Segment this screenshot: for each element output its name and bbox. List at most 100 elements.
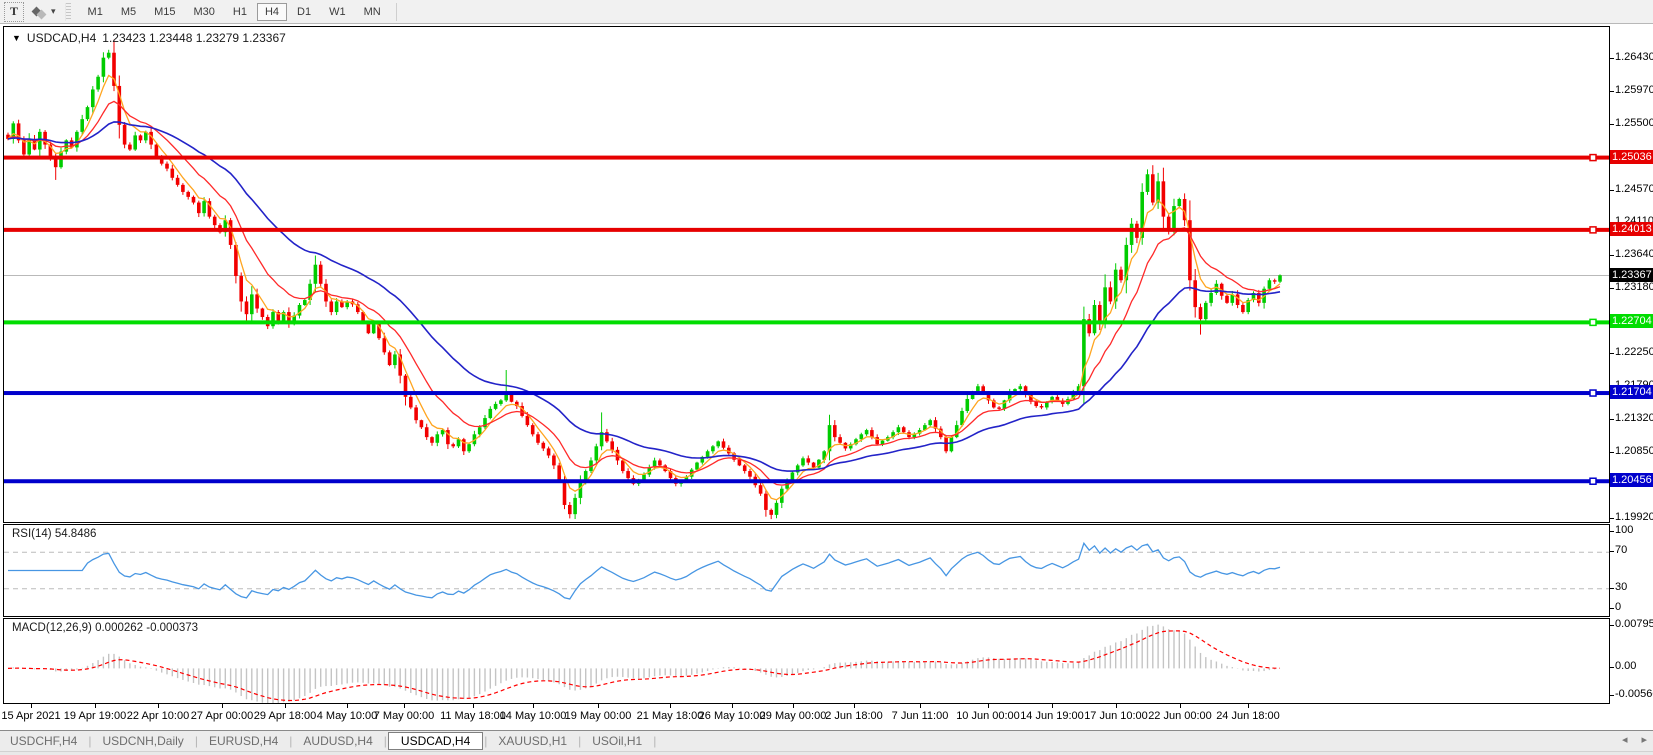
time-axis-tick (31, 704, 32, 708)
price-tick-label: 1.21320 (1615, 412, 1653, 425)
timeframe-button-h1[interactable]: H1 (232, 5, 247, 18)
time-axis-label: 24 Jun 18:00 (1216, 710, 1280, 722)
price-tick-label: 1.23180 (1615, 280, 1653, 293)
timeframe-button-mn[interactable]: MN (363, 5, 381, 18)
candlestick-chart[interactable] (4, 27, 1609, 522)
timeframe-button-group: M1 M5 M15 M30 H1 H4 D1 W1 MN (79, 2, 390, 21)
time-axis-tick (1052, 704, 1053, 708)
time-axis-tick (1248, 704, 1249, 708)
hline-price-badge: 1.20456 (1610, 473, 1653, 488)
tab-scroll-left-icon[interactable]: ◂ (1621, 734, 1628, 746)
axis-tick (1610, 189, 1614, 191)
time-axis-label: 17 Jun 10:00 (1084, 710, 1148, 722)
rsi-tick-label: 70 (1615, 544, 1628, 557)
time-axis-tick (222, 704, 223, 708)
tab-eurusd-h4[interactable]: EURUSD,H4 (208, 734, 279, 748)
rsi-chart (4, 541, 1609, 600)
tab-xauusd-h1[interactable]: XAUUSD,H1 (498, 734, 568, 748)
tab-usdcnh-daily[interactable]: USDCNH,Daily (102, 734, 184, 748)
current-price-badge: 1.23367 (1610, 267, 1653, 282)
price-tick-label: 1.24570 (1615, 182, 1653, 195)
collapse-icon[interactable]: ▼ (12, 33, 21, 43)
tab-separator: | (194, 734, 198, 748)
time-axis-label: 19 Apr 19:00 (63, 710, 127, 722)
chart-title: ▼ USDCAD,H4 1.23423 1.23448 1.23279 1.23… (12, 31, 286, 45)
text-tool-button[interactable]: T (4, 1, 24, 22)
time-axis-tick (988, 704, 989, 708)
time-axis-tick (95, 704, 96, 708)
top-toolbar: T ▾ M1 M5 M15 M30 H1 H4 D1 W1 MN (0, 0, 1653, 24)
time-axis-tick (404, 704, 405, 708)
tab-separator: | (578, 734, 582, 748)
arrows-tool-button[interactable]: ▾ (31, 3, 56, 21)
time-axis-label: 29 Apr 18:00 (253, 710, 317, 722)
price-chart-pane[interactable]: ▼ USDCAD,H4 1.23423 1.23448 1.23279 1.23… (3, 26, 1610, 523)
time-axis-label: 2 Jun 18:00 (825, 710, 883, 722)
time-axis-label: 22 Apr 10:00 (126, 710, 190, 722)
time-axis-tick (920, 704, 921, 708)
rsi-tick-label: 30 (1615, 580, 1628, 593)
timeframe-button-m30[interactable]: M30 (193, 5, 215, 18)
axis-tick (1610, 90, 1614, 92)
toolbar-grip (64, 2, 71, 21)
time-axis-label: 19 May 00:00 (564, 710, 632, 722)
tab-scroll-controls: ◂ ▸ (1622, 733, 1647, 746)
price-tick-label: 1.26430 (1615, 51, 1653, 64)
timeframe-button-m1[interactable]: M1 (87, 5, 103, 18)
chart-tab-bar: USDCHF,H4 | USDCNH,Daily | EURUSD,H4 | AUDUSD,… (0, 730, 1653, 751)
tab-separator: | (484, 734, 488, 748)
time-axis-label: 26 May 10:00 (698, 710, 766, 722)
axis-tick (1610, 58, 1614, 60)
hline-price-badge: 1.25036 (1610, 149, 1653, 164)
time-axis-tick (1116, 704, 1117, 708)
timeframe-button-w1[interactable]: W1 (329, 5, 346, 18)
hline-price-badge: 1.24013 (1610, 221, 1653, 236)
hline-price-badge: 1.22704 (1610, 314, 1653, 329)
time-axis-tick (533, 704, 534, 708)
time-axis-label: 7 May 00:00 (373, 710, 435, 722)
time-axis-tick (1180, 704, 1181, 708)
axis-tick (1610, 695, 1614, 696)
tab-usdcad-h4[interactable]: USDCAD,H4 (387, 732, 484, 750)
axis-tick (1610, 551, 1614, 553)
time-axis-tick (854, 704, 855, 708)
macd-indicator-pane[interactable]: MACD(12,26,9) 0.000262 -0.000373 (3, 618, 1610, 704)
axis-tick (1610, 255, 1614, 257)
tab-separator: | (383, 734, 387, 748)
price-tick-label: 1.19920 (1615, 511, 1653, 524)
macd-label: MACD(12,26,9) 0.000262 -0.000373 (12, 622, 199, 634)
timeframe-button-m15[interactable]: M15 (154, 5, 176, 18)
timeframe-button-h4[interactable]: H4 (256, 2, 288, 21)
axis-tick (1610, 625, 1614, 626)
tab-usoil-h1[interactable]: USOil,H1 (592, 734, 643, 748)
rsi-indicator-pane[interactable]: RSI(14) 54.8486 (3, 524, 1610, 617)
rsi-label: RSI(14) 54.8486 (12, 528, 97, 540)
price-tick-label: 1.20850 (1615, 445, 1653, 458)
rsi-tick-label: 0 (1615, 601, 1622, 613)
arrows-tool-icon (36, 9, 47, 20)
timeframe-button-m5[interactable]: M5 (120, 5, 137, 18)
time-axis[interactable]: 15 Apr 2021 19 Apr 19:00 22 Apr 10:00 27 Ap… (1, 704, 1610, 730)
macd-tick-label: 0.007959 (1615, 618, 1653, 630)
tab-scroll-right-icon[interactable]: ▸ (1641, 734, 1647, 746)
chevron-down-icon[interactable]: ▾ (51, 6, 56, 16)
timeframe-button-d1[interactable]: D1 (297, 5, 312, 18)
chart-ohlc-values: 1.23423 1.23448 1.23279 1.23367 (102, 31, 286, 45)
time-axis-label: 7 Jun 11:00 (891, 710, 949, 722)
price-axis[interactable]: 1.264301.259701.255001.250401.245701.241… (1610, 24, 1653, 730)
axis-tick (1610, 123, 1614, 125)
tab-separator: | (653, 734, 657, 748)
time-axis-label: 14 May 10:00 (499, 710, 567, 722)
time-axis-tick (347, 704, 348, 708)
chart-symbol-label: USDCAD,H4 (26, 31, 97, 45)
axis-tick (1610, 287, 1614, 289)
axis-tick (1610, 531, 1614, 532)
tab-separator: | (289, 734, 293, 748)
macd-chart (7, 624, 1281, 703)
time-axis-tick (793, 704, 794, 708)
status-strip (0, 751, 1653, 755)
axis-tick (1610, 419, 1614, 421)
tab-usdchf-h4[interactable]: USDCHF,H4 (10, 734, 78, 748)
rsi-tick-label: 100 (1615, 524, 1634, 536)
tab-audusd-h4[interactable]: AUDUSD,H4 (303, 734, 373, 748)
